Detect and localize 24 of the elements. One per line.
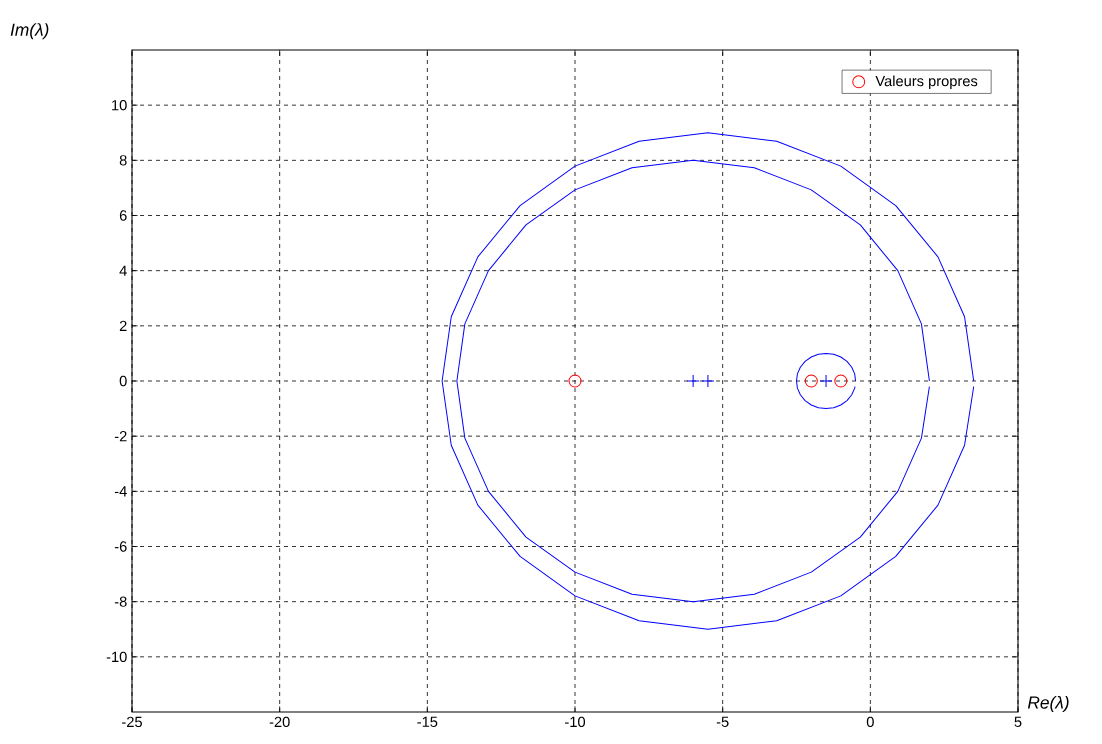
x-tick-label: -15 xyxy=(417,716,438,727)
y-tick-label: -2 xyxy=(114,431,127,442)
y-tick-label: 10 xyxy=(112,99,127,111)
x-tick-label: -20 xyxy=(269,716,290,728)
y-tick-label: -8 xyxy=(114,596,127,607)
x-tick-label: -5 xyxy=(716,716,729,727)
x-tick-label: 0 xyxy=(866,716,874,728)
y-tick-label: 4 xyxy=(119,265,127,276)
line-series xyxy=(796,352,857,410)
x-tick-label: 5 xyxy=(1014,716,1022,727)
y-axis-title: Im(λ) xyxy=(10,23,49,40)
y-tick-label: 0 xyxy=(119,375,127,387)
y-tick-label: 8 xyxy=(119,155,127,166)
y-tick-label: -6 xyxy=(114,541,127,552)
legend-label: Valeurs propres xyxy=(875,75,978,90)
x-tick-label: -10 xyxy=(565,716,586,728)
x-tick-label: -25 xyxy=(122,716,142,728)
line-series xyxy=(441,132,975,630)
line-series xyxy=(456,159,930,603)
y-tick-label: -10 xyxy=(106,651,127,663)
y-tick-label: 6 xyxy=(119,210,127,221)
x-axis-title: Re(λ) xyxy=(1027,695,1069,713)
y-tick-label: 2 xyxy=(119,320,127,331)
y-tick-label: -4 xyxy=(114,486,127,497)
